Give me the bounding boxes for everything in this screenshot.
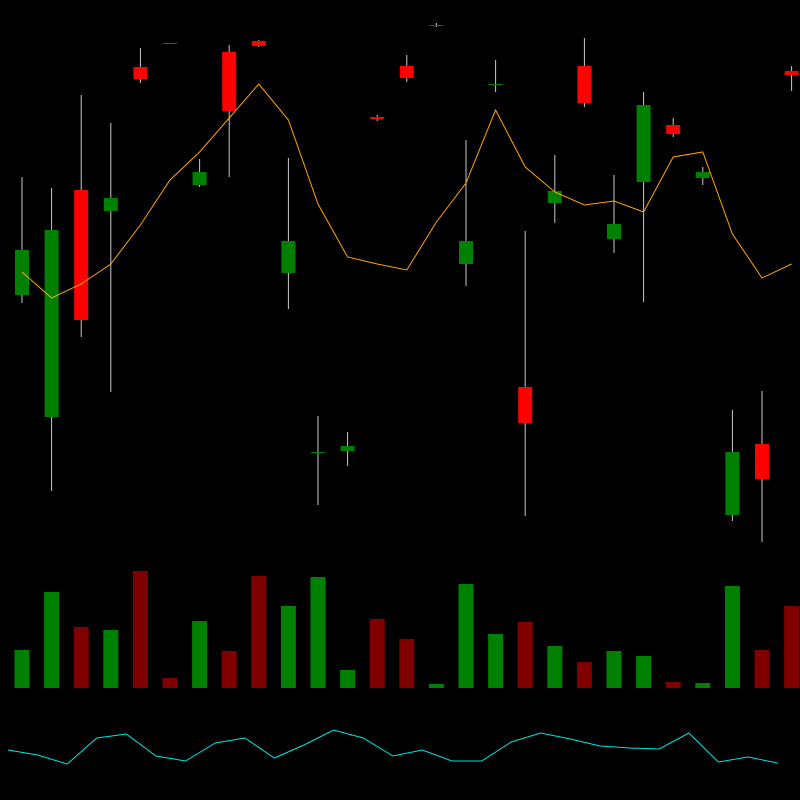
volume-bar — [162, 678, 178, 688]
candle-body — [666, 125, 681, 134]
candle-body — [370, 117, 385, 119]
candle-body — [44, 230, 59, 417]
volume-bar — [665, 682, 681, 688]
candle-body — [281, 241, 296, 273]
volume-bar — [340, 670, 356, 688]
volume-bar — [517, 622, 533, 688]
candle-body — [311, 452, 325, 453]
volume-bar — [576, 662, 592, 688]
candle-body — [607, 224, 621, 239]
volume-bar — [369, 619, 385, 688]
candle-body — [399, 66, 414, 78]
candle-body — [74, 190, 89, 320]
volume-bar — [14, 650, 30, 688]
volume-bar — [784, 606, 800, 688]
candle-body — [459, 241, 473, 264]
volume-bar — [695, 683, 711, 688]
candle-body — [755, 444, 769, 479]
volume-bar — [458, 584, 474, 688]
candle-body — [725, 452, 740, 515]
volume-bar — [399, 639, 415, 688]
candle-body — [133, 67, 148, 79]
candle-body — [192, 172, 207, 185]
candle-body — [429, 25, 444, 26]
candle-body — [518, 387, 533, 423]
volume-bar — [606, 651, 622, 688]
volume-bar — [547, 646, 563, 688]
volume-bar — [488, 634, 504, 688]
candle-body — [695, 172, 710, 178]
candle-body — [547, 191, 562, 203]
candle-body — [577, 66, 592, 103]
indicator-line — [7, 729, 778, 765]
volume-bar — [636, 656, 652, 688]
moving-average — [21, 83, 792, 299]
volume-bar — [44, 592, 60, 688]
volume-bar — [310, 577, 326, 688]
candle-body — [340, 446, 355, 451]
volume-bar — [103, 630, 119, 688]
volume-bar — [132, 571, 148, 688]
volume-bar — [428, 684, 444, 688]
candle-body — [636, 105, 651, 182]
candle-body — [222, 52, 237, 111]
volume-bar — [73, 627, 89, 688]
candle-body — [103, 198, 118, 211]
candle-body — [784, 71, 799, 75]
volume-bar — [221, 651, 237, 688]
volume-bar — [251, 576, 267, 688]
candle-body — [163, 43, 177, 44]
volume-bar — [754, 650, 770, 688]
candle-body — [251, 41, 266, 46]
volume-bar — [280, 606, 296, 688]
volume-bar — [724, 586, 740, 688]
volume-bar — [192, 621, 208, 688]
candle-body — [488, 84, 503, 85]
